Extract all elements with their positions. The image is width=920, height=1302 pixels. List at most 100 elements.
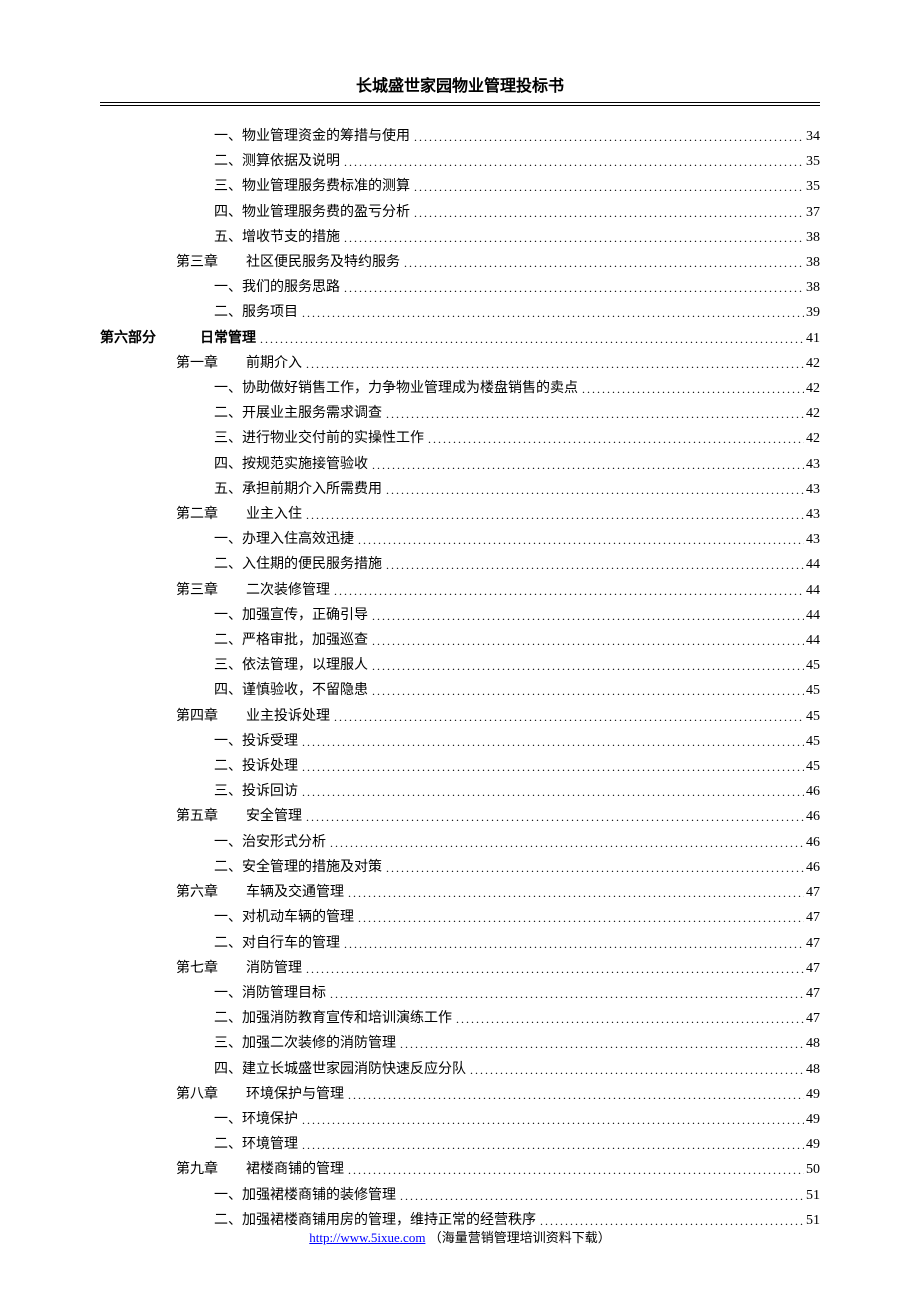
toc-page-number: 45	[804, 679, 820, 703]
page-title: 长城盛世家园物业管理投标书	[100, 72, 820, 102]
table-of-contents: 一、物业管理资金的筹措与使用..........................…	[100, 124, 820, 1233]
footer-suffix: （海量营销管理培训资料下载）	[429, 1230, 611, 1245]
toc-label: 谨慎验收，不留隐患	[242, 679, 368, 703]
toc-page-number: 46	[804, 831, 820, 855]
toc-prefix: 二、	[214, 755, 242, 779]
toc-page-number: 38	[804, 251, 820, 275]
toc-prefix: 一、	[214, 982, 242, 1006]
toc-prefix: 三、	[214, 175, 242, 199]
toc-entry: 三、投诉回访..................................…	[100, 779, 820, 804]
toc-entry: 三、加强二次装修的消防管理...........................…	[100, 1031, 820, 1056]
toc-entry: 一、协助做好销售工作，力争物业管理成为楼盘销售的卖点..............…	[100, 376, 820, 401]
toc-entry: 四、按规范实施接管验收.............................…	[100, 452, 820, 477]
toc-page-number: 47	[804, 957, 820, 981]
toc-prefix: 五、	[214, 226, 242, 250]
toc-dots: ........................................…	[358, 906, 804, 930]
toc-page-number: 43	[804, 503, 820, 527]
toc-entry: 第八章环境保护与管理..............................…	[100, 1082, 820, 1107]
toc-prefix: 二、	[214, 856, 242, 880]
toc-dots: ........................................…	[348, 881, 804, 905]
toc-page-number: 45	[804, 730, 820, 754]
toc-dots: ........................................…	[414, 201, 804, 225]
toc-page-number: 49	[804, 1133, 820, 1157]
toc-dots: ........................................…	[330, 982, 804, 1006]
toc-prefix: 第三章	[176, 579, 246, 603]
toc-page-number: 43	[804, 478, 820, 502]
toc-label: 投诉回访	[242, 780, 298, 804]
toc-dots: ........................................…	[372, 629, 804, 653]
toc-dots: ........................................…	[456, 1007, 804, 1031]
toc-label: 加强二次装修的消防管理	[242, 1032, 396, 1056]
toc-prefix: 第九章	[176, 1158, 246, 1182]
toc-entry: 一、办理入住高效迅捷..............................…	[100, 527, 820, 552]
toc-label: 建立长城盛世家园消防快速反应分队	[242, 1058, 466, 1082]
toc-page-number: 45	[804, 705, 820, 729]
toc-entry: 二、测算依据及说明...............................…	[100, 149, 820, 174]
toc-dots: ........................................…	[372, 453, 804, 477]
toc-entry: 二、入住期的便民服务措施............................…	[100, 552, 820, 577]
toc-label: 服务项目	[242, 301, 298, 325]
toc-dots: ........................................…	[414, 125, 804, 149]
toc-page-number: 38	[804, 226, 820, 250]
toc-prefix: 三、	[214, 780, 242, 804]
toc-dots: ........................................…	[582, 377, 804, 401]
toc-entry: 二、投诉处理..................................…	[100, 754, 820, 779]
toc-prefix: 二、	[214, 150, 242, 174]
toc-label: 消防管理目标	[242, 982, 326, 1006]
toc-entry: 四、建立长城盛世家园消防快速反应分队......................…	[100, 1057, 820, 1082]
toc-label: 开展业主服务需求调查	[242, 402, 382, 426]
toc-label: 投诉处理	[242, 755, 298, 779]
toc-label: 严格审批，加强巡查	[242, 629, 368, 653]
toc-entry: 第三章社区便民服务及特约服务..........................…	[100, 250, 820, 275]
toc-page-number: 49	[804, 1083, 820, 1107]
toc-dots: ........................................…	[358, 528, 804, 552]
toc-prefix: 第六部分	[100, 327, 200, 351]
toc-label: 对自行车的管理	[242, 932, 340, 956]
toc-label: 环境保护	[242, 1108, 298, 1132]
toc-dots: ........................................…	[334, 579, 804, 603]
toc-label: 治安形式分析	[242, 831, 326, 855]
toc-dots: ........................................…	[386, 478, 804, 502]
toc-prefix: 一、	[214, 831, 242, 855]
toc-prefix: 二、	[214, 402, 242, 426]
toc-prefix: 二、	[214, 629, 242, 653]
footer-link[interactable]: http://www.5ixue.com	[309, 1230, 425, 1245]
toc-entry: 第五章安全管理.................................…	[100, 804, 820, 829]
toc-page-number: 46	[804, 780, 820, 804]
toc-label: 物业管理服务费的盈亏分析	[242, 201, 410, 225]
toc-prefix: 一、	[214, 1108, 242, 1132]
toc-label: 加强裙楼商铺的装修管理	[242, 1184, 396, 1208]
toc-label: 增收节支的措施	[242, 226, 340, 250]
toc-prefix: 四、	[214, 201, 242, 225]
toc-dots: ........................................…	[306, 957, 804, 981]
toc-entry: 第七章消防管理.................................…	[100, 956, 820, 981]
toc-entry: 第二章业主入住.................................…	[100, 502, 820, 527]
toc-entry: 二、服务项目..................................…	[100, 300, 820, 325]
toc-dots: ........................................…	[344, 226, 804, 250]
toc-dots: ........................................…	[386, 553, 804, 577]
toc-dots: ........................................…	[470, 1058, 804, 1082]
toc-entry: 二、安全管理的措施及对策............................…	[100, 855, 820, 880]
toc-prefix: 第八章	[176, 1083, 246, 1107]
toc-label: 安全管理	[246, 805, 302, 829]
toc-label: 环境保护与管理	[246, 1083, 344, 1107]
toc-dots: ........................................…	[302, 730, 804, 754]
toc-entry: 第九章裙楼商铺的管理..............................…	[100, 1157, 820, 1182]
toc-entry: 二、严格审批，加强巡查.............................…	[100, 628, 820, 653]
toc-entry: 一、我们的服务思路...............................…	[100, 275, 820, 300]
toc-prefix: 第五章	[176, 805, 246, 829]
toc-dots: ........................................…	[306, 352, 804, 376]
toc-label: 前期介入	[246, 352, 302, 376]
toc-page-number: 44	[804, 604, 820, 628]
toc-dots: ........................................…	[344, 150, 804, 174]
toc-entry: 二、加强消防教育宣传和培训演练工作.......................…	[100, 1006, 820, 1031]
toc-dots: ........................................…	[302, 301, 804, 325]
toc-label: 物业管理服务费标准的测算	[242, 175, 410, 199]
toc-prefix: 一、	[214, 125, 242, 149]
toc-page-number: 46	[804, 805, 820, 829]
toc-label: 加强宣传，正确引导	[242, 604, 368, 628]
toc-entry: 第六部分日常管理................................…	[100, 326, 820, 351]
toc-prefix: 一、	[214, 906, 242, 930]
toc-entry: 第一章前期介入.................................…	[100, 351, 820, 376]
toc-label: 投诉受理	[242, 730, 298, 754]
